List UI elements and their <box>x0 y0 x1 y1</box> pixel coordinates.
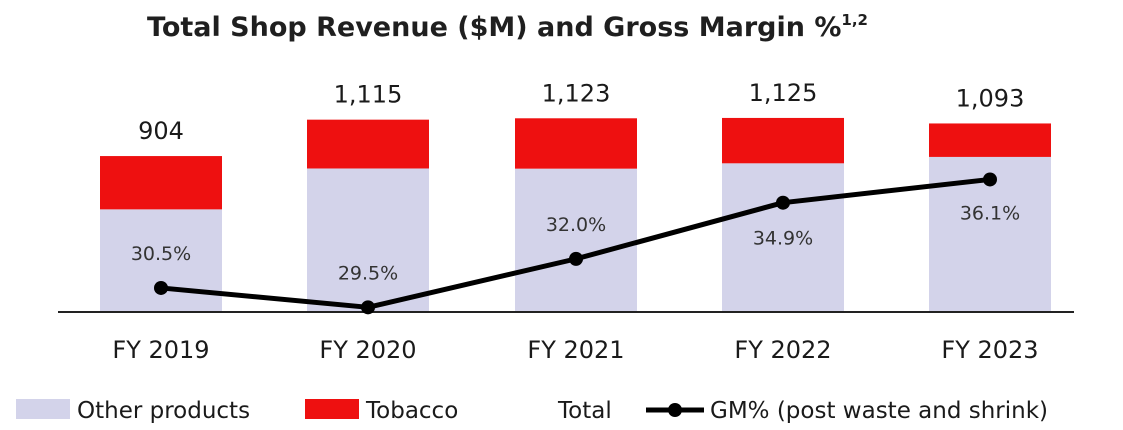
legend-swatch-other-products <box>16 399 70 419</box>
category-tick-label: FY 2022 <box>734 336 831 364</box>
gm-point <box>983 172 997 187</box>
gm-point <box>776 195 790 210</box>
chart-title: Total Shop Revenue ($M) and Gross Margin… <box>147 11 868 43</box>
bar-tobacco <box>722 117 844 164</box>
legend-label-tobacco: Tobacco <box>365 398 458 424</box>
category-labels-group: FY 2019 FY 2020 FY 2021 FY 2022 FY 2023 <box>112 336 1038 364</box>
chart-title-superscript: 1,2 <box>841 11 868 29</box>
bar-tobacco <box>929 123 1051 157</box>
legend-swatch-tobacco <box>305 399 359 419</box>
gm-data-label: 32.0% <box>546 214 606 236</box>
legend-label-gm: GM% (post waste and shrink) <box>710 398 1048 424</box>
bar-tobacco <box>515 118 637 169</box>
gm-labels-group: 30.5% 29.5% 32.0% 34.9% 36.1% <box>131 202 1020 284</box>
gm-data-label: 30.5% <box>131 243 191 265</box>
bar-tobacco <box>100 156 222 210</box>
total-value-label: 1,123 <box>542 79 611 107</box>
category-tick-label: FY 2021 <box>527 336 624 364</box>
legend: Other products Tobacco Total GM% (post wast… <box>16 398 1048 424</box>
category-tick-label: FY 2023 <box>941 336 1038 364</box>
gm-data-label: 34.9% <box>753 228 813 250</box>
bars-group <box>100 117 1051 312</box>
gm-point <box>154 280 168 295</box>
gm-line-group <box>154 172 997 315</box>
gm-point <box>569 251 583 266</box>
category-tick-label: FY 2019 <box>112 336 209 364</box>
gm-data-label: 29.5% <box>338 262 398 284</box>
bar-other-products <box>307 168 429 312</box>
total-labels-group: 904 1,115 1,123 1,125 1,093 <box>138 79 1024 145</box>
total-value-label: 904 <box>138 117 184 145</box>
gm-data-label: 36.1% <box>960 202 1020 224</box>
category-tick-label: FY 2020 <box>319 336 416 364</box>
chart-title-text: Total Shop Revenue ($M) and Gross Margin… <box>147 12 841 43</box>
bar-other-products <box>722 163 844 312</box>
legend-label-total: Total <box>557 398 612 424</box>
gm-point <box>361 300 375 315</box>
legend-label-other-products: Other products <box>77 398 250 424</box>
bar-other-products <box>515 168 637 312</box>
bar-tobacco <box>307 119 429 169</box>
legend-marker-gm <box>668 403 682 417</box>
total-value-label: 1,115 <box>334 81 403 109</box>
total-value-label: 1,093 <box>956 84 1025 112</box>
total-value-label: 1,125 <box>749 79 818 107</box>
